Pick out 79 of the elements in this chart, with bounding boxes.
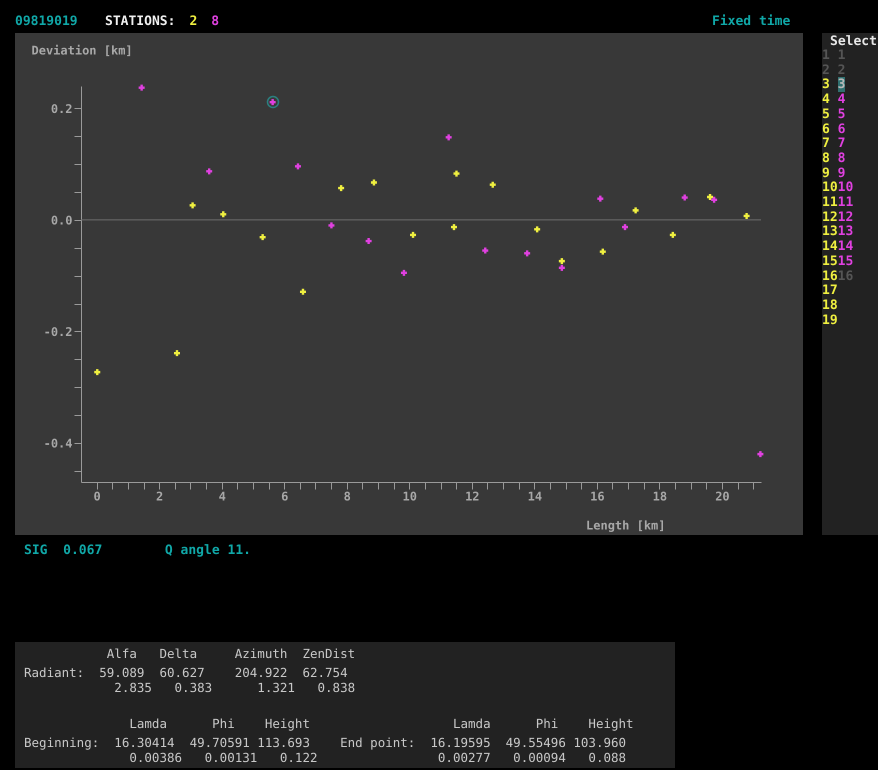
legend-title: STATIONS:	[105, 14, 176, 29]
point	[482, 248, 488, 254]
y-axis-title: Deviation [km]	[32, 44, 133, 58]
point	[366, 238, 372, 244]
text: 1010	[822, 180, 854, 196]
y-tick-label: 0.0	[50, 213, 72, 228]
point	[370, 179, 377, 186]
text: 6 6	[822, 122, 846, 136]
text: 2.835 0.383 1.321 0.838	[113, 680, 356, 695]
point	[744, 212, 750, 219]
text: 2	[189, 14, 198, 29]
point	[600, 248, 606, 255]
point	[622, 224, 628, 230]
point	[328, 222, 334, 228]
text: 1212	[822, 210, 854, 225]
point	[190, 202, 196, 208]
point	[558, 258, 565, 264]
text: 1515	[822, 254, 854, 269]
point	[534, 226, 540, 232]
point	[138, 84, 145, 91]
x-tick-label: 2	[156, 490, 164, 504]
point	[294, 163, 301, 170]
text: Select	[830, 34, 877, 49]
point	[757, 451, 764, 458]
text: Alfa Delta Azimuth ZenDist	[106, 646, 356, 661]
text: 1313	[822, 224, 854, 240]
text: 8	[211, 14, 220, 29]
text: 0.00386 0.00131 0.122 0.00277 0.00094 0.088	[128, 750, 626, 765]
text: 3 3	[822, 77, 846, 92]
y-tick-label: -0.4	[44, 436, 72, 450]
x-tick-label: 4	[218, 490, 226, 504]
point	[670, 232, 676, 238]
point	[220, 211, 226, 218]
point	[300, 288, 306, 295]
x-axis-title: Length [km]	[586, 518, 666, 532]
point	[490, 182, 496, 188]
point	[597, 196, 604, 202]
x-tick-label: 6	[281, 490, 288, 504]
text: SIG 0.067 Q angle 11.	[24, 543, 251, 558]
x-tick-label: 18	[652, 490, 668, 504]
point	[400, 270, 407, 276]
point	[174, 350, 180, 356]
text: 8 8	[822, 150, 846, 166]
point	[260, 234, 266, 240]
x-tick-label: 16	[590, 490, 605, 504]
text: Lamda Phi Height Lamda Phi Height	[128, 716, 634, 731]
text: Beginning: 16.30414 49.70591 113.693 End point: 16.19595 49.55496 103.960	[24, 735, 626, 750]
y-tick-label: 0.2	[50, 102, 72, 116]
text: 4 4	[822, 92, 846, 108]
text: 17	[822, 283, 838, 298]
x-tick-label: 8	[344, 490, 351, 504]
point	[410, 232, 416, 238]
point	[524, 250, 530, 256]
text: 19	[822, 312, 838, 328]
point	[558, 264, 565, 271]
point	[450, 224, 457, 230]
text: 18	[822, 298, 838, 313]
point	[446, 134, 452, 140]
point	[94, 369, 100, 376]
y-tick-label: -0.2	[44, 324, 72, 339]
point	[682, 194, 688, 201]
text: 5 5	[822, 106, 846, 122]
x-tick-label: 10	[402, 490, 417, 504]
x-tick-label: 20	[715, 490, 730, 504]
text: 9 9	[822, 166, 846, 181]
chart-title: 09819019	[15, 14, 78, 29]
point	[711, 196, 718, 203]
point	[453, 170, 460, 177]
x-tick-label: 0	[94, 490, 101, 504]
x-tick-label: 14	[528, 490, 542, 504]
text: Fixed time	[712, 14, 790, 29]
point	[632, 207, 639, 214]
text: Radiant: 59.089 60.627 204.922 62.754	[24, 665, 348, 680]
x-tick-label: 12	[465, 490, 480, 504]
text: 7 7	[822, 136, 846, 152]
text: 1414	[822, 239, 854, 254]
text: 1111	[822, 195, 854, 210]
point	[206, 168, 212, 174]
point	[338, 185, 344, 192]
